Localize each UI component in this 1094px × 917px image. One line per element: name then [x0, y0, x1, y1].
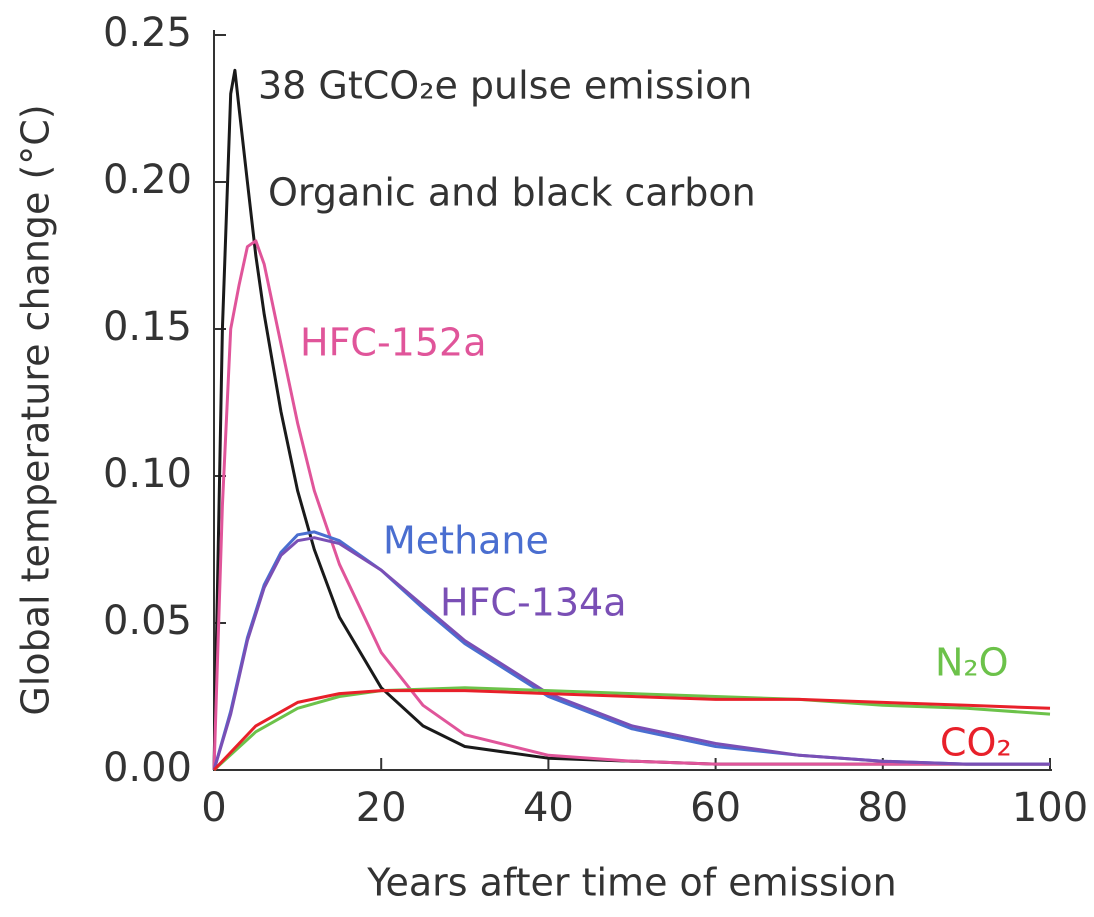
- x-tick-label: 80: [857, 785, 908, 831]
- x-tick-label: 40: [523, 785, 574, 831]
- y-tick-label: 0.25: [103, 10, 192, 56]
- y-tick-label: 0.05: [103, 598, 192, 644]
- series-label: N₂O: [935, 641, 1009, 685]
- series-label: HFC-134a: [440, 581, 627, 625]
- series-label: Methane: [383, 519, 549, 563]
- x-tick-label: 0: [201, 785, 226, 831]
- series-line: [212, 689, 1051, 772]
- x-axis-label: Years after time of emission: [366, 861, 896, 905]
- x-tick-label: 20: [356, 785, 407, 831]
- y-tick-label: 0.10: [103, 451, 192, 497]
- series-line: [212, 686, 1051, 772]
- chart-title: 38 GtCO₂e pulse emission: [258, 64, 752, 108]
- series-label: CO₂: [940, 721, 1012, 765]
- series-line: [212, 239, 1050, 771]
- series-label: Organic and black carbon: [268, 171, 756, 215]
- y-axis-label: Global temperature change (°C): [14, 104, 58, 715]
- x-tick-label: 60: [690, 785, 741, 831]
- series-label: HFC-152a: [300, 321, 487, 365]
- x-tick-label: 100: [1012, 785, 1088, 831]
- series-line: [212, 536, 1050, 771]
- y-tick-label: 0.20: [103, 157, 192, 203]
- y-tick-label: 0.15: [103, 304, 192, 350]
- y-tick-label: 0.00: [103, 745, 192, 791]
